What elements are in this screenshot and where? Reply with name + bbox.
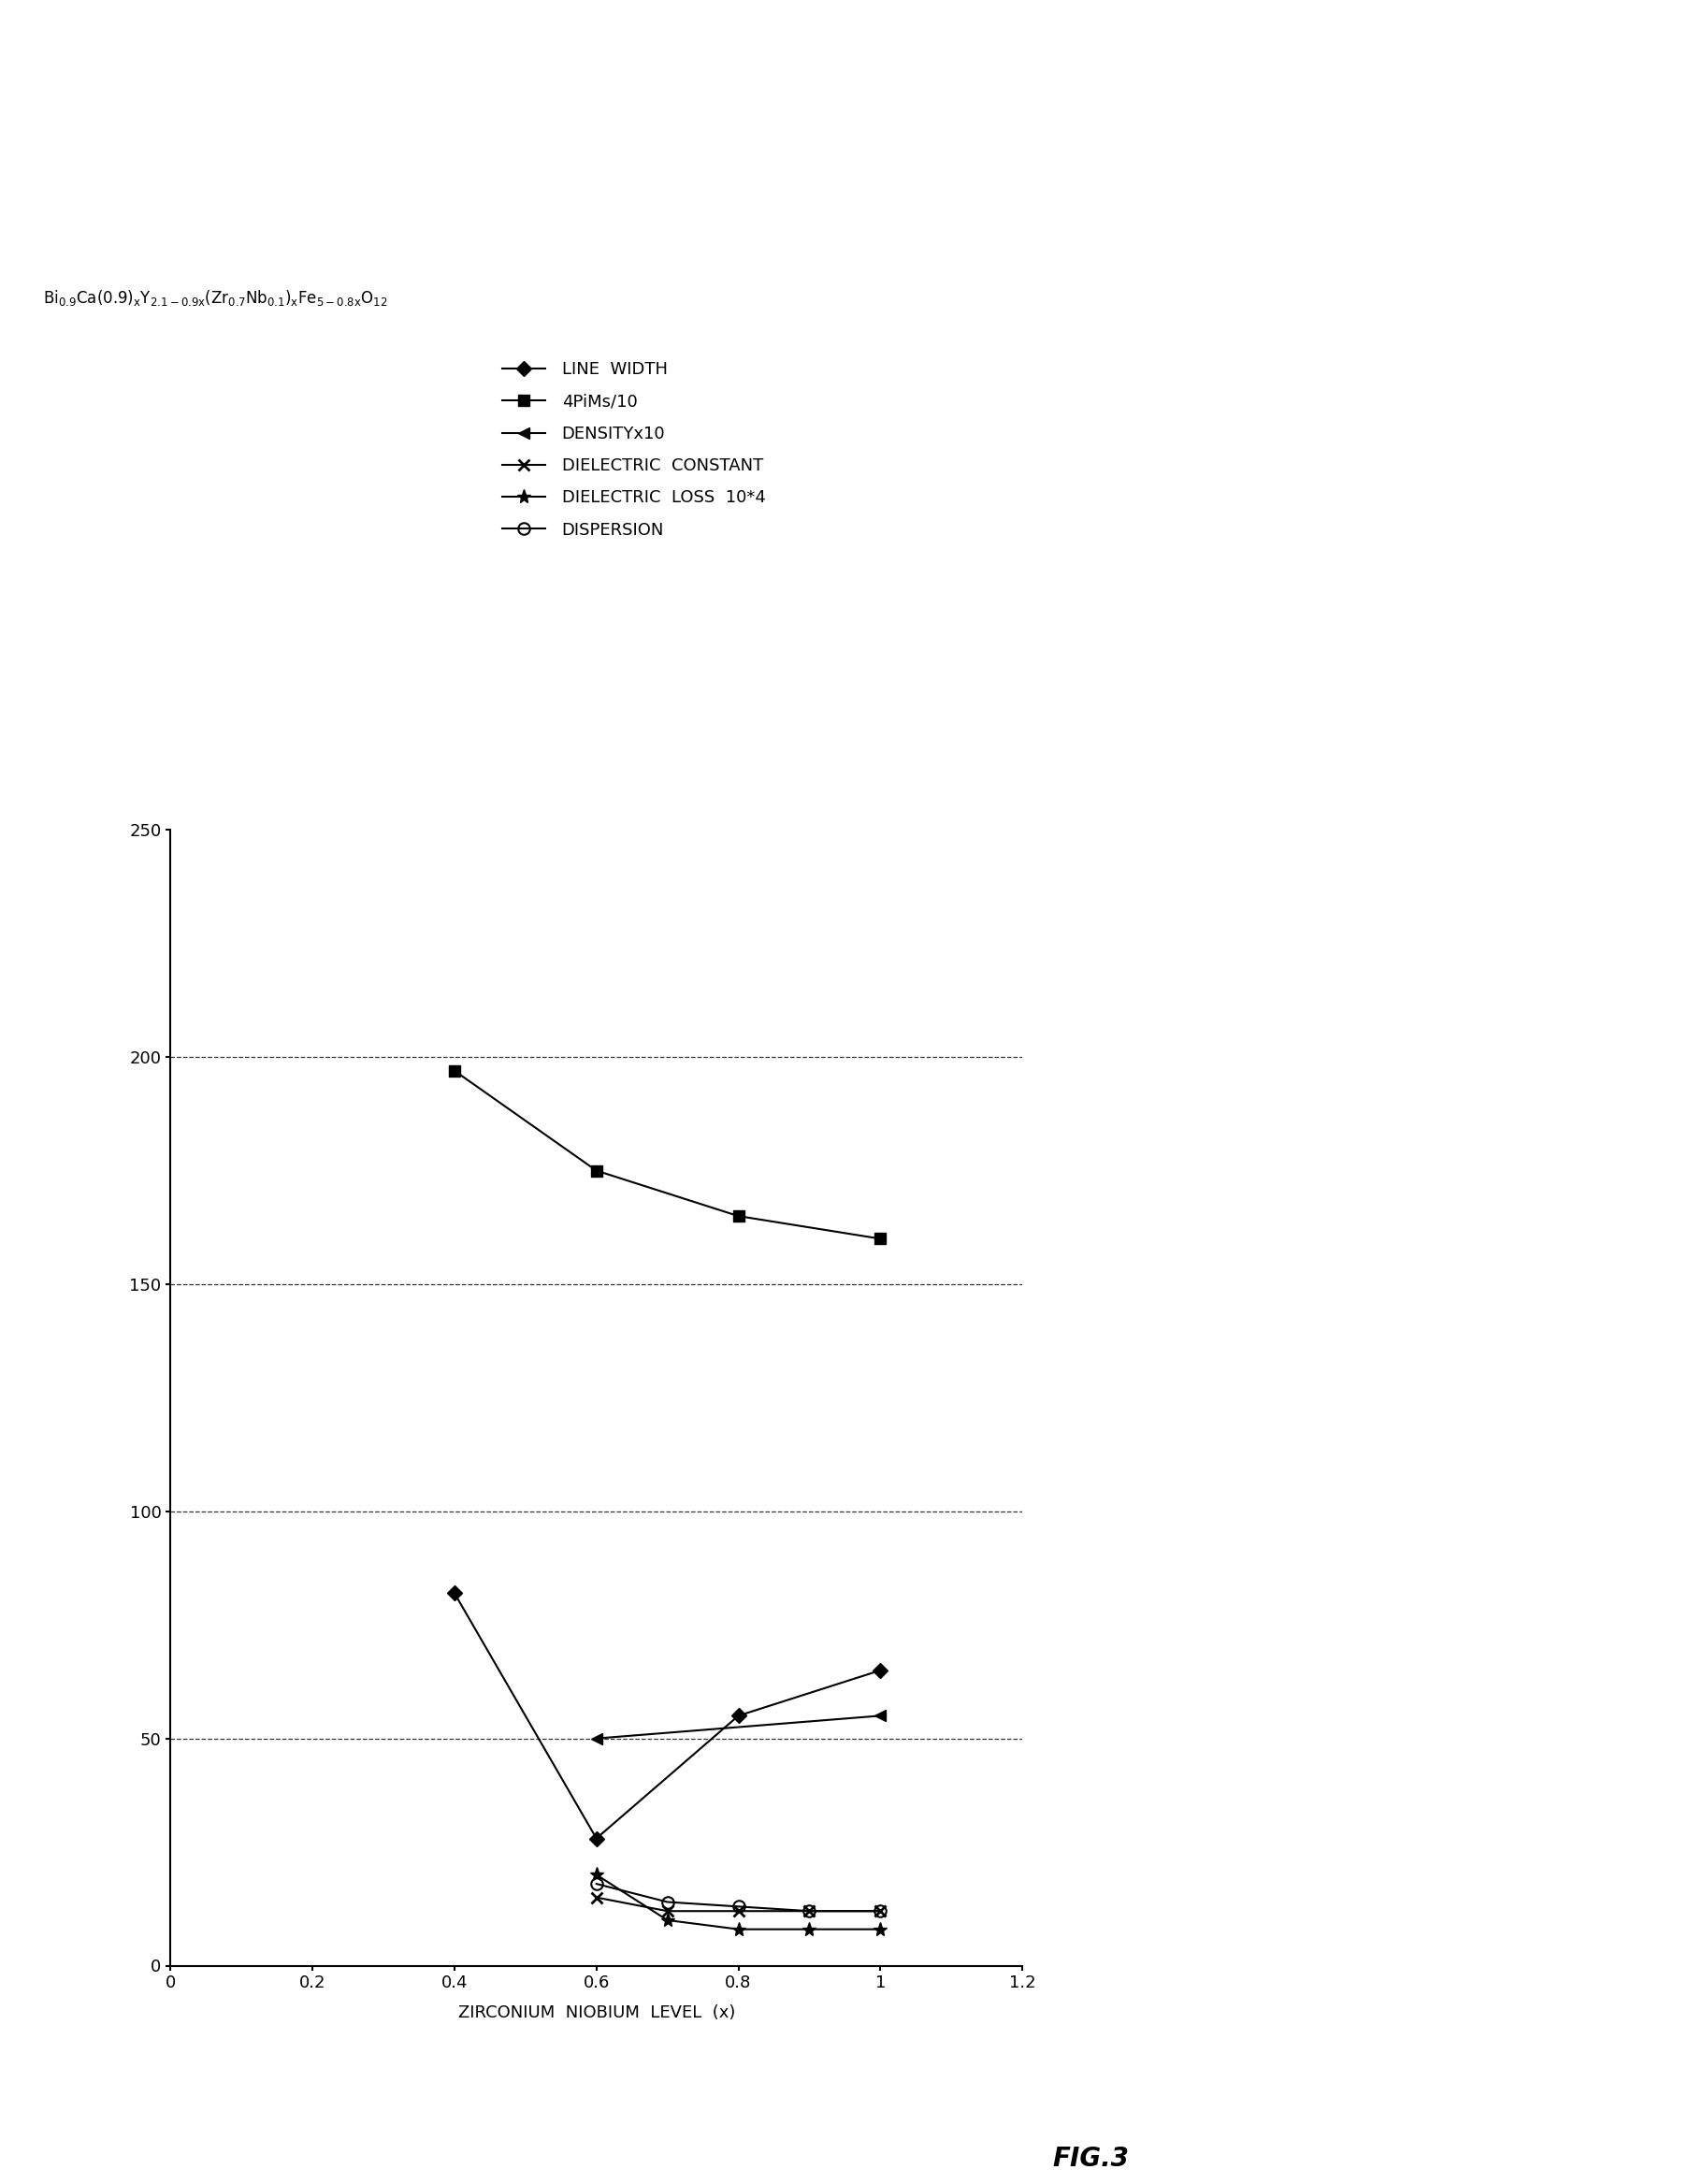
Text: FIG.3: FIG.3 <box>1053 2145 1128 2171</box>
LINE  WIDTH <box>586 1826 607 1852</box>
DENSITYx10 <box>871 1704 891 1730</box>
Line: DIELECTRIC  CONSTANT: DIELECTRIC CONSTANT <box>591 1891 886 1918</box>
4PiMs/10 <box>728 1203 748 1230</box>
DISPERSION <box>658 1889 678 1915</box>
Line: DENSITYx10: DENSITYx10 <box>591 1710 886 1745</box>
DISPERSION <box>799 1898 820 1924</box>
DENSITYx10 <box>586 1725 607 1752</box>
DIELECTRIC  LOSS  10*4 <box>586 1861 607 1887</box>
4PiMs/10 <box>871 1225 891 1251</box>
LINE  WIDTH <box>728 1704 748 1730</box>
Line: DISPERSION: DISPERSION <box>591 1878 886 1918</box>
Legend: LINE  WIDTH, 4PiMs/10, DENSITYx10, DIELECTRIC  CONSTANT, DIELECTRIC  LOSS  10*4,: LINE WIDTH, 4PiMs/10, DENSITYx10, DIELEC… <box>503 360 765 539</box>
DISPERSION <box>728 1894 748 1920</box>
LINE  WIDTH <box>445 1579 465 1605</box>
DIELECTRIC  CONSTANT <box>871 1898 891 1924</box>
DIELECTRIC  CONSTANT <box>586 1885 607 1911</box>
DISPERSION <box>586 1872 607 1898</box>
DIELECTRIC  CONSTANT <box>728 1898 748 1924</box>
DIELECTRIC  CONSTANT <box>799 1898 820 1924</box>
4PiMs/10 <box>586 1158 607 1184</box>
DISPERSION <box>871 1898 891 1924</box>
Line: 4PiMs/10: 4PiMs/10 <box>448 1066 886 1245</box>
X-axis label: ZIRCONIUM  NIOBIUM  LEVEL  (x): ZIRCONIUM NIOBIUM LEVEL (x) <box>458 2005 734 2022</box>
Text: $\mathdefault{Bi_{0.9}Ca(0.9)_xY_{2.1-0.9x}(Zr_{0.7}Nb_{0.1})_xFe_{5-0.8x}O_{12}: $\mathdefault{Bi_{0.9}Ca(0.9)_xY_{2.1-0.… <box>43 288 387 308</box>
DIELECTRIC  CONSTANT <box>658 1898 678 1924</box>
4PiMs/10 <box>445 1057 465 1083</box>
Line: DIELECTRIC  LOSS  10*4: DIELECTRIC LOSS 10*4 <box>590 1867 888 1937</box>
DIELECTRIC  LOSS  10*4 <box>728 1915 748 1942</box>
DIELECTRIC  LOSS  10*4 <box>871 1915 891 1942</box>
DIELECTRIC  LOSS  10*4 <box>799 1915 820 1942</box>
DIELECTRIC  LOSS  10*4 <box>658 1907 678 1933</box>
LINE  WIDTH <box>871 1658 891 1684</box>
Line: LINE  WIDTH: LINE WIDTH <box>450 1588 886 1843</box>
